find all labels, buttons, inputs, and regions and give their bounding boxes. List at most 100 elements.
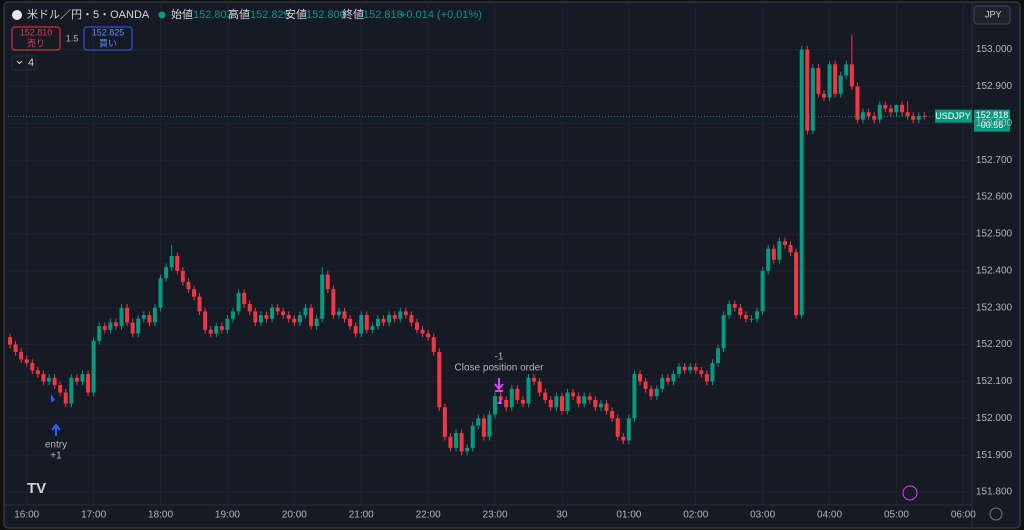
close-qty: -1: [495, 352, 504, 363]
candle-body: [325, 274, 330, 290]
change: +0.014 (+0.01%): [400, 9, 482, 21]
candle-body: [576, 396, 581, 404]
y-tick-label: 151.800: [976, 487, 1013, 498]
settings-icon[interactable]: [989, 507, 1003, 521]
candle-body: [320, 274, 325, 319]
candle-body: [52, 377, 57, 386]
candle-body: [682, 366, 687, 371]
candle-body: [30, 363, 35, 371]
candle-body: [922, 115, 927, 117]
x-tick-label: 20:00: [282, 510, 307, 521]
candle-body: [375, 318, 380, 327]
candle-body: [855, 86, 860, 120]
candle-body: [24, 359, 29, 364]
open-label: 始値: [171, 7, 193, 21]
close-arrow: [494, 378, 504, 392]
candle-body: [281, 311, 286, 316]
y-tick-label: 152.500: [976, 229, 1013, 240]
spread: 1.5: [66, 33, 79, 43]
price-tag-value: 152.818: [976, 110, 1009, 120]
candle-body: [476, 418, 481, 426]
candle-body: [35, 370, 40, 375]
x-tick-label: 22:00: [416, 510, 441, 521]
candle-body: [504, 399, 509, 408]
sell-button[interactable]: [11, 26, 61, 51]
candle-body: [225, 318, 230, 330]
entry-arrow: [51, 423, 61, 436]
candle-body: [704, 374, 709, 382]
candle-body: [236, 292, 241, 312]
candle-body: [743, 315, 748, 319]
entry-label: entry: [45, 440, 67, 451]
candle-body: [716, 348, 721, 364]
candle-body: [587, 396, 592, 400]
close-label: Close position order: [455, 363, 545, 374]
candle-body: [303, 307, 308, 316]
candle-body: [660, 377, 665, 389]
candle-body: [286, 315, 291, 319]
candle-body: [615, 418, 620, 437]
candle-body: [610, 410, 615, 419]
y-tick-label: 152.200: [976, 339, 1013, 350]
low-value: 152.800: [306, 9, 346, 21]
high-label: 高値: [228, 7, 250, 21]
candle-body: [387, 315, 392, 323]
candle-body: [810, 68, 815, 131]
candle-body: [58, 385, 63, 393]
candle-body: [816, 68, 821, 94]
currency-button[interactable]: [973, 5, 1011, 25]
candle-body: [877, 104, 882, 120]
candle-body: [900, 104, 905, 113]
frame: [3, 1, 1021, 529]
buy-button[interactable]: [83, 26, 133, 51]
candle-body: [470, 425, 475, 448]
candle-body: [732, 304, 737, 308]
candle-body: [727, 304, 732, 316]
candle-body: [844, 64, 849, 76]
open-value: 152.803: [193, 9, 233, 21]
candle-body: [526, 377, 531, 404]
price-tag: [974, 109, 1010, 132]
sell-price: 152.810: [20, 27, 53, 37]
candle-body: [465, 447, 470, 452]
x-tick-label: 19:00: [215, 510, 240, 521]
candle-body: [805, 49, 810, 131]
candle-body: [593, 399, 598, 408]
buy-price: 152.825: [92, 27, 125, 37]
candle-body: [180, 270, 185, 282]
candle-body: [771, 248, 776, 260]
symbol: 米ドル／円・5・OANDA: [27, 8, 150, 21]
candle-body: [582, 396, 587, 404]
candle-body: [548, 399, 553, 408]
y-tick-label: 152.700: [976, 155, 1013, 166]
candle-body: [905, 112, 910, 116]
candle-body: [554, 396, 559, 408]
x-tick-label: 16:00: [14, 510, 39, 521]
candle-body: [794, 252, 799, 316]
candle-body: [169, 256, 174, 268]
candle-body: [699, 370, 704, 375]
candle-body: [665, 377, 670, 382]
candle-body: [91, 340, 96, 393]
candle-body: [766, 248, 771, 271]
candle-body: [342, 311, 347, 319]
indicator-toggle[interactable]: [11, 55, 37, 71]
x-tick-label: 02:00: [683, 510, 708, 521]
alert-icon[interactable]: [902, 485, 918, 501]
candle-body: [437, 351, 442, 408]
close-label: 終値: [342, 7, 364, 21]
candle-body: [532, 377, 537, 382]
candle-body: [74, 377, 79, 382]
candle-body: [654, 388, 659, 397]
candle-body: [693, 366, 698, 371]
candle-body: [872, 115, 877, 120]
candle-body: [688, 366, 693, 371]
candle-body: [191, 289, 196, 297]
candle-body: [782, 241, 787, 246]
candle-body: [102, 326, 107, 330]
candle-body: [888, 108, 893, 113]
candle-body: [838, 75, 843, 94]
candle-body: [353, 326, 358, 334]
x-tick-label: 23:00: [483, 510, 508, 521]
